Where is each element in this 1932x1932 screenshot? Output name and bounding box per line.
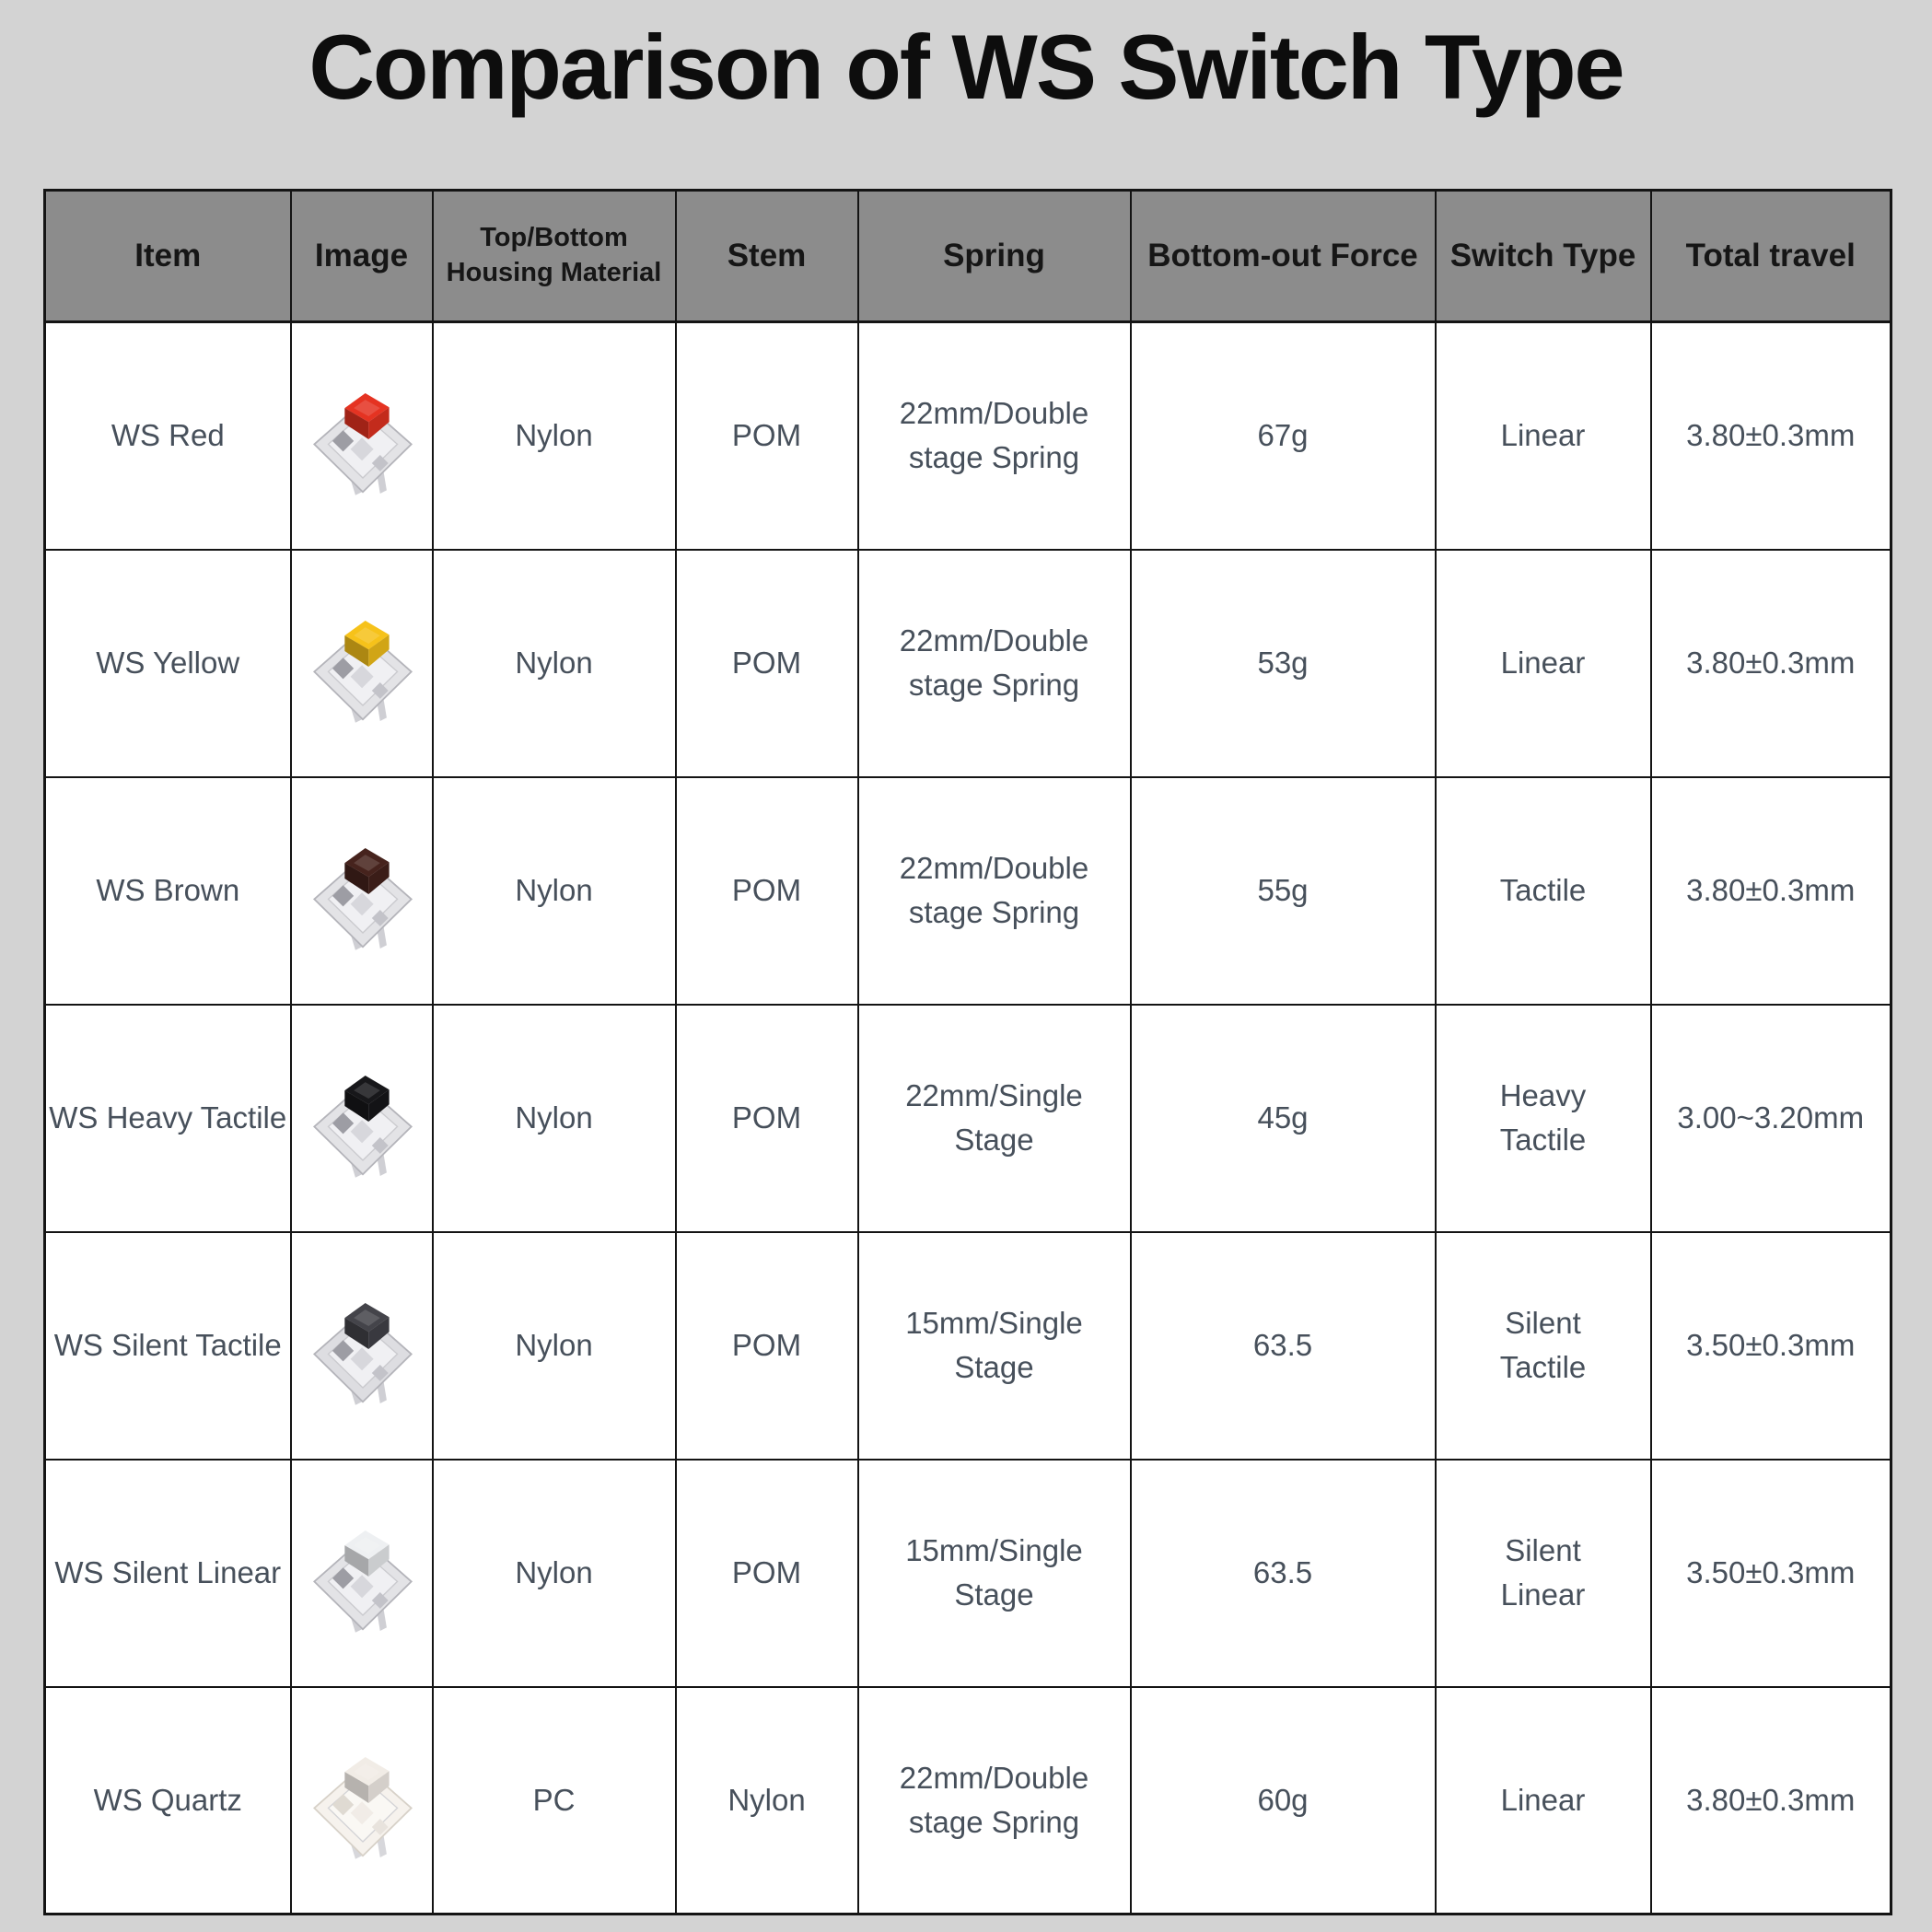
- page-title: Comparison of WS Switch Type: [308, 16, 1624, 118]
- cell-item: WS Silent Linear: [43, 1458, 292, 1688]
- cell-housing: Nylon: [431, 320, 677, 551]
- column-header-item: Item: [43, 189, 292, 323]
- cell-stem: POM: [674, 1003, 859, 1233]
- cell-item: WS Heavy Tactile: [43, 1003, 292, 1233]
- switch-image-cell: [289, 1003, 434, 1233]
- switch-image-cell: [289, 775, 434, 1006]
- column-header-force: Bottom-out Force: [1129, 189, 1437, 323]
- cell-type: Linear: [1434, 1685, 1652, 1915]
- cell-spring: 15mm/Single Stage: [856, 1458, 1132, 1688]
- cell-spring: 22mm/Double stage Spring: [856, 1685, 1132, 1915]
- ws-heavy-tactile-switch-image: [301, 1053, 425, 1184]
- ws-quartz-switch-image: [301, 1734, 425, 1866]
- cell-travel: 3.50±0.3mm: [1649, 1458, 1892, 1688]
- cell-item: WS Brown: [43, 775, 292, 1006]
- cell-type: Heavy Tactile: [1434, 1003, 1652, 1233]
- cell-force: 55g: [1129, 775, 1437, 1006]
- switch-image-cell: [289, 548, 434, 778]
- header-row: Item Image Top/Bottom Housing Material Stem…: [43, 189, 1892, 323]
- cell-travel: 3.80±0.3mm: [1649, 775, 1892, 1006]
- column-header-housing: Top/Bottom Housing Material: [431, 189, 677, 323]
- cell-item: WS Yellow: [43, 548, 292, 778]
- cell-force: 53g: [1129, 548, 1437, 778]
- cell-type: Silent Tactile: [1434, 1230, 1652, 1461]
- cell-spring: 22mm/Single Stage: [856, 1003, 1132, 1233]
- cell-travel: 3.80±0.3mm: [1649, 1685, 1892, 1915]
- ws-yellow-switch-image: [301, 598, 425, 729]
- cell-stem: POM: [674, 775, 859, 1006]
- cell-item: WS Red: [43, 320, 292, 551]
- switch-image-cell: [289, 1230, 434, 1461]
- cell-travel: 3.80±0.3mm: [1649, 548, 1892, 778]
- table-row: WS Quartz PC Nylon 22mm/Double stage Spring…: [43, 1685, 1892, 1915]
- cell-type: Linear: [1434, 548, 1652, 778]
- table-row: WS Silent Tactile Nylon POM 15mm/Single Sta…: [43, 1230, 1892, 1461]
- table-row: WS Red Nylon POM 22mm/Double stage Spring 67…: [43, 320, 1892, 551]
- cell-housing: PC: [431, 1685, 677, 1915]
- column-header-travel: Total travel: [1649, 189, 1892, 323]
- cell-stem: Nylon: [674, 1685, 859, 1915]
- cell-travel: 3.80±0.3mm: [1649, 320, 1892, 551]
- column-header-type: Switch Type: [1434, 189, 1652, 323]
- cell-spring: 22mm/Double stage Spring: [856, 548, 1132, 778]
- cell-housing: Nylon: [431, 775, 677, 1006]
- cell-stem: POM: [674, 320, 859, 551]
- cell-force: 60g: [1129, 1685, 1437, 1915]
- table-row: WS Silent Linear Nylon POM 15mm/Single Stag…: [43, 1458, 1892, 1688]
- column-header-stem: Stem: [674, 189, 859, 323]
- cell-stem: POM: [674, 548, 859, 778]
- ws-red-switch-image: [301, 370, 425, 502]
- table-row: WS Heavy Tactile Nylon POM 22mm/Single Stag…: [43, 1003, 1892, 1233]
- cell-force: 67g: [1129, 320, 1437, 551]
- cell-spring: 22mm/Double stage Spring: [856, 320, 1132, 551]
- table-row: WS Brown Nylon POM 22mm/Double stage Spring…: [43, 775, 1892, 1006]
- comparison-table: Item Image Top/Bottom Housing Material Stem…: [43, 189, 1892, 1915]
- switch-image-cell: [289, 1685, 434, 1915]
- cell-travel: 3.00~3.20mm: [1649, 1003, 1892, 1233]
- cell-force: 45g: [1129, 1003, 1437, 1233]
- column-header-spring: Spring: [856, 189, 1132, 323]
- cell-spring: 15mm/Single Stage: [856, 1230, 1132, 1461]
- table-row: WS Yellow Nylon POM 22mm/Double stage Sprin…: [43, 548, 1892, 778]
- cell-stem: POM: [674, 1458, 859, 1688]
- cell-type: Linear: [1434, 320, 1652, 551]
- cell-housing: Nylon: [431, 1003, 677, 1233]
- cell-type: Silent Linear: [1434, 1458, 1652, 1688]
- cell-housing: Nylon: [431, 1230, 677, 1461]
- cell-force: 63.5: [1129, 1230, 1437, 1461]
- cell-force: 63.5: [1129, 1458, 1437, 1688]
- cell-housing: Nylon: [431, 548, 677, 778]
- ws-silent-linear-switch-image: [301, 1507, 425, 1639]
- cell-item: WS Quartz: [43, 1685, 292, 1915]
- ws-silent-tactile-switch-image: [301, 1280, 425, 1412]
- switch-image-cell: [289, 1458, 434, 1688]
- ws-brown-switch-image: [301, 825, 425, 957]
- cell-spring: 22mm/Double stage Spring: [856, 775, 1132, 1006]
- cell-item: WS Silent Tactile: [43, 1230, 292, 1461]
- cell-stem: POM: [674, 1230, 859, 1461]
- cell-housing: Nylon: [431, 1458, 677, 1688]
- switch-image-cell: [289, 320, 434, 551]
- column-header-image: Image: [289, 189, 434, 323]
- cell-travel: 3.50±0.3mm: [1649, 1230, 1892, 1461]
- cell-type: Tactile: [1434, 775, 1652, 1006]
- table-body: WS Red Nylon POM 22mm/Double stage Spring 67…: [43, 320, 1892, 1915]
